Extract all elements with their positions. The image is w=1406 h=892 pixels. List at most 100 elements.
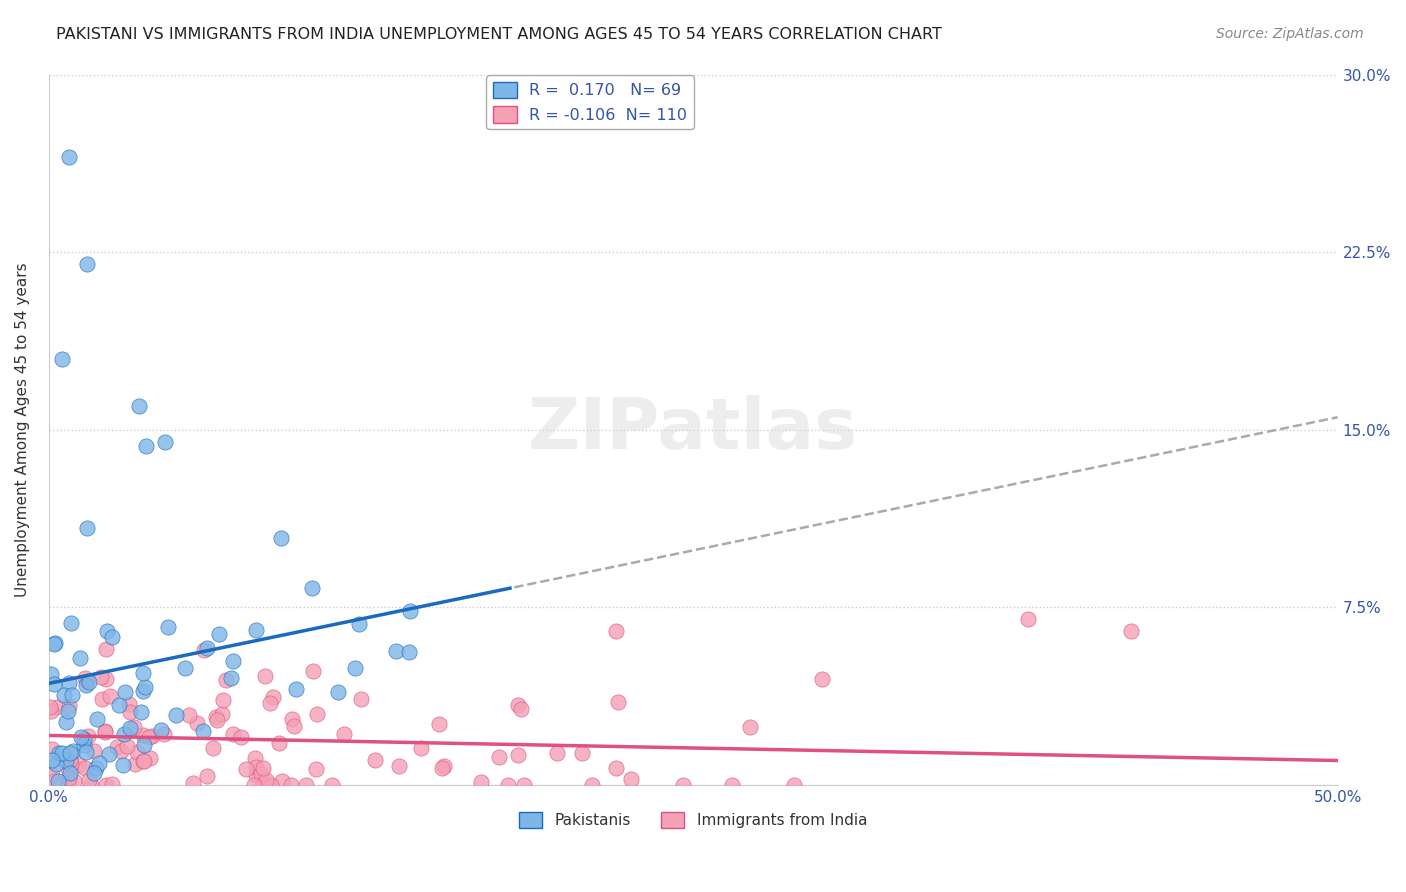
Point — [112, 757, 135, 772]
Point — [280, 778, 302, 792]
Point — [93, 723, 115, 738]
Point — [326, 685, 349, 699]
Point — [245, 768, 267, 782]
Point — [385, 644, 408, 658]
Point — [108, 698, 131, 712]
Point — [259, 696, 281, 710]
Point — [100, 630, 122, 644]
Point — [321, 778, 343, 792]
Point — [427, 716, 450, 731]
Point — [280, 712, 302, 726]
Point — [513, 778, 536, 792]
Point — [117, 697, 139, 711]
Point — [141, 729, 163, 743]
Point — [496, 778, 519, 792]
Point — [62, 744, 84, 758]
Point — [131, 666, 153, 681]
Point — [211, 693, 233, 707]
Point — [294, 778, 316, 792]
Point — [249, 766, 271, 780]
Point — [208, 627, 231, 641]
Point — [243, 750, 266, 764]
Point — [67, 758, 90, 772]
Point — [58, 777, 80, 791]
Point — [62, 774, 84, 789]
Point — [399, 604, 422, 618]
Point — [42, 774, 65, 789]
Point — [120, 721, 142, 735]
Point — [98, 689, 121, 703]
Point — [132, 729, 155, 743]
Point — [607, 695, 630, 709]
Point — [738, 720, 761, 734]
Point — [1017, 612, 1039, 626]
Point — [138, 750, 160, 764]
Point — [129, 705, 152, 719]
Point — [39, 704, 62, 718]
Point — [132, 755, 155, 769]
Point — [132, 684, 155, 698]
Point — [93, 725, 115, 739]
Point — [177, 708, 200, 723]
Point — [506, 698, 529, 712]
Point — [186, 716, 208, 731]
Point — [262, 690, 284, 704]
Legend: Pakistanis, Immigrants from India: Pakistanis, Immigrants from India — [513, 806, 873, 834]
Point — [619, 772, 641, 786]
Point — [506, 747, 529, 762]
Point — [114, 684, 136, 698]
Point — [56, 760, 79, 774]
Point — [69, 651, 91, 665]
Point — [90, 691, 112, 706]
Point — [127, 745, 149, 759]
Point — [283, 719, 305, 733]
Point — [211, 706, 233, 721]
Point — [270, 531, 292, 545]
Point — [165, 707, 187, 722]
Point — [84, 761, 107, 775]
Y-axis label: Unemployment Among Ages 45 to 54 years: Unemployment Among Ages 45 to 54 years — [15, 262, 30, 597]
Point — [83, 766, 105, 780]
Point — [45, 756, 67, 771]
Point — [94, 778, 117, 792]
Point — [245, 760, 267, 774]
Point — [75, 678, 97, 692]
Point — [204, 710, 226, 724]
Point — [46, 700, 69, 714]
Point — [58, 150, 80, 164]
Point — [51, 351, 73, 366]
Point — [138, 731, 160, 745]
Point — [73, 671, 96, 685]
Point — [721, 778, 744, 792]
Point — [195, 640, 218, 655]
Point — [76, 257, 98, 271]
Point — [114, 727, 136, 741]
Point — [254, 772, 277, 787]
Point — [73, 731, 96, 746]
Point — [60, 688, 83, 702]
Point — [181, 776, 204, 790]
Point — [253, 669, 276, 683]
Point — [783, 778, 806, 792]
Point — [149, 723, 172, 737]
Point — [260, 778, 283, 792]
Point — [56, 704, 79, 718]
Point — [59, 756, 82, 771]
Point — [205, 713, 228, 727]
Point — [73, 738, 96, 752]
Point — [118, 705, 141, 719]
Point — [571, 746, 593, 760]
Point — [134, 680, 156, 694]
Point — [117, 739, 139, 754]
Point — [546, 746, 568, 760]
Point — [41, 753, 63, 767]
Point — [672, 778, 695, 792]
Point — [1121, 624, 1143, 639]
Point — [96, 642, 118, 657]
Point — [58, 698, 80, 713]
Point — [77, 729, 100, 743]
Point — [153, 726, 176, 740]
Point — [811, 672, 834, 686]
Point — [42, 637, 65, 651]
Point — [128, 399, 150, 413]
